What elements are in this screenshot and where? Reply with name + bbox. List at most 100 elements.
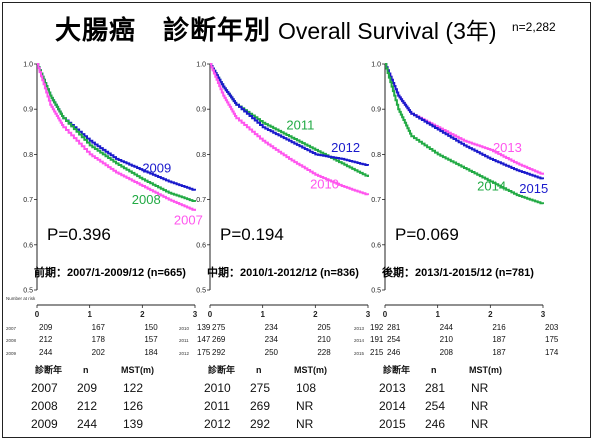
mst-year: 2014 bbox=[379, 399, 406, 413]
x-tick-label: 0 bbox=[208, 310, 213, 319]
y-tick-label: 0.9 bbox=[371, 107, 381, 114]
mst-header: n bbox=[256, 365, 262, 375]
at-risk-value: 234 bbox=[265, 335, 279, 344]
mst-value: 122 bbox=[123, 381, 143, 395]
mst-year: 2011 bbox=[204, 399, 230, 413]
at-risk-value: 275 bbox=[212, 323, 226, 332]
at-risk-value: 192 bbox=[370, 323, 384, 332]
y-tick-label: 0.7 bbox=[23, 197, 33, 204]
at-risk-row-label: 2012 bbox=[179, 351, 190, 356]
title-row: 大腸癌 診断年別 Overall Survival (3年) n=2,282 bbox=[0, 6, 595, 46]
at-risk-row-label: 2013 bbox=[354, 326, 365, 331]
at-risk-value: 174 bbox=[545, 348, 559, 357]
x-tick-label: 3 bbox=[541, 310, 546, 319]
at-risk-row-label: 2014 bbox=[354, 338, 365, 343]
x-tick-label: 2 bbox=[140, 310, 145, 319]
mst-value: NR bbox=[296, 399, 314, 413]
mst-n: 212 bbox=[77, 399, 97, 413]
survival-curve-2007 bbox=[37, 63, 196, 211]
period-label: 後期：2013/1-2015/12 (n=781) bbox=[382, 265, 534, 279]
at-risk-value: 216 bbox=[492, 323, 506, 332]
at-risk-row-label: 2009 bbox=[6, 351, 17, 356]
mst-year: 2015 bbox=[379, 417, 406, 431]
at-risk-value: 157 bbox=[144, 335, 158, 344]
mst-year: 2008 bbox=[31, 399, 58, 413]
slide-subtitle: Overall Survival (3年) bbox=[278, 18, 497, 44]
y-tick-label: 1.0 bbox=[371, 62, 381, 69]
mst-year: 2007 bbox=[31, 381, 58, 395]
at-risk-value: 184 bbox=[144, 348, 158, 357]
at-risk-value: 187 bbox=[492, 335, 506, 344]
mst-value: NR bbox=[471, 417, 489, 431]
at-risk-value: 187 bbox=[492, 348, 506, 357]
x-tick-label: 0 bbox=[383, 310, 388, 319]
period-label: 中期：2010/1-2012/12 (n=836) bbox=[207, 265, 359, 279]
y-tick-label: 0.6 bbox=[371, 242, 381, 249]
x-tick-label: 2 bbox=[313, 310, 318, 319]
at-risk-value: 212 bbox=[39, 335, 53, 344]
mst-value: 126 bbox=[123, 399, 143, 413]
curve-label-2015: 2015 bbox=[519, 181, 548, 196]
mst-n: 254 bbox=[425, 399, 445, 413]
x-tick-label: 2 bbox=[488, 310, 493, 319]
at-risk-value: 250 bbox=[265, 348, 279, 357]
mst-header: 診断年 bbox=[383, 364, 410, 375]
mst-n: 246 bbox=[425, 417, 445, 431]
mst-n: 244 bbox=[77, 417, 97, 431]
at-risk-value: 292 bbox=[212, 348, 226, 357]
x-tick-label: 3 bbox=[193, 310, 198, 319]
curve-label-2011: 2011 bbox=[286, 118, 314, 133]
y-tick-label: 0.8 bbox=[23, 152, 33, 159]
survival-curve-2014 bbox=[385, 63, 544, 205]
at-risk-value: 167 bbox=[92, 323, 106, 332]
curve-label-2014: 2014 bbox=[477, 179, 506, 194]
at-risk-value: 208 bbox=[440, 348, 454, 357]
at-risk-value: 269 bbox=[212, 335, 226, 344]
mst-n: 269 bbox=[250, 399, 270, 413]
period-label: 前期：2007/1-2009/12 (n=665) bbox=[34, 265, 186, 279]
slide-title: 大腸癌 診断年別 bbox=[55, 15, 272, 45]
at-risk-value: 228 bbox=[317, 348, 331, 357]
slide-frame bbox=[2, 2, 591, 438]
at-risk-value: 191 bbox=[370, 335, 384, 344]
at-risk-value: 203 bbox=[545, 323, 559, 332]
curve-label-2010: 2010 bbox=[310, 176, 339, 191]
at-risk-value: 175 bbox=[545, 335, 559, 344]
at-risk-row-label: 2015 bbox=[354, 351, 365, 356]
survival-curve-2012 bbox=[210, 63, 369, 166]
y-tick-label: 0.8 bbox=[196, 152, 206, 159]
y-tick-label: 0.6 bbox=[196, 242, 206, 249]
mst-header: n bbox=[431, 365, 437, 375]
p-value: P=0.194 bbox=[220, 225, 284, 244]
y-tick-label: 0.6 bbox=[23, 242, 33, 249]
mst-year: 2012 bbox=[204, 417, 231, 431]
mst-header: MST(m) bbox=[469, 365, 502, 375]
mst-header: MST(m) bbox=[294, 365, 327, 375]
at-risk-value: 210 bbox=[317, 335, 331, 344]
at-risk-label: Number at risk bbox=[6, 296, 36, 301]
y-tick-label: 0.5 bbox=[371, 288, 381, 295]
p-value: P=0.396 bbox=[47, 225, 111, 244]
mst-header: 診断年 bbox=[35, 364, 62, 375]
mst-value: NR bbox=[471, 399, 489, 413]
mst-year: 2013 bbox=[379, 381, 406, 395]
mst-n: 281 bbox=[425, 381, 445, 395]
at-risk-value: 281 bbox=[387, 323, 401, 332]
at-risk-value: 175 bbox=[197, 348, 211, 357]
curve-label-2012: 2012 bbox=[331, 140, 360, 155]
curve-label-2008: 2008 bbox=[132, 192, 161, 207]
at-risk-value: 139 bbox=[197, 323, 211, 332]
mst-value: NR bbox=[471, 381, 489, 395]
at-risk-value: 234 bbox=[265, 323, 279, 332]
x-tick-label: 0 bbox=[35, 310, 40, 319]
mst-value: 108 bbox=[296, 381, 316, 395]
p-value: P=0.069 bbox=[395, 225, 459, 244]
at-risk-row-label: 2008 bbox=[6, 338, 17, 343]
mst-header: 診断年 bbox=[208, 364, 235, 375]
at-risk-value: 244 bbox=[39, 348, 53, 357]
survival-curve-2008 bbox=[37, 63, 196, 202]
y-tick-label: 0.9 bbox=[196, 107, 206, 114]
at-risk-value: 147 bbox=[197, 335, 211, 344]
x-tick-label: 1 bbox=[260, 310, 265, 319]
